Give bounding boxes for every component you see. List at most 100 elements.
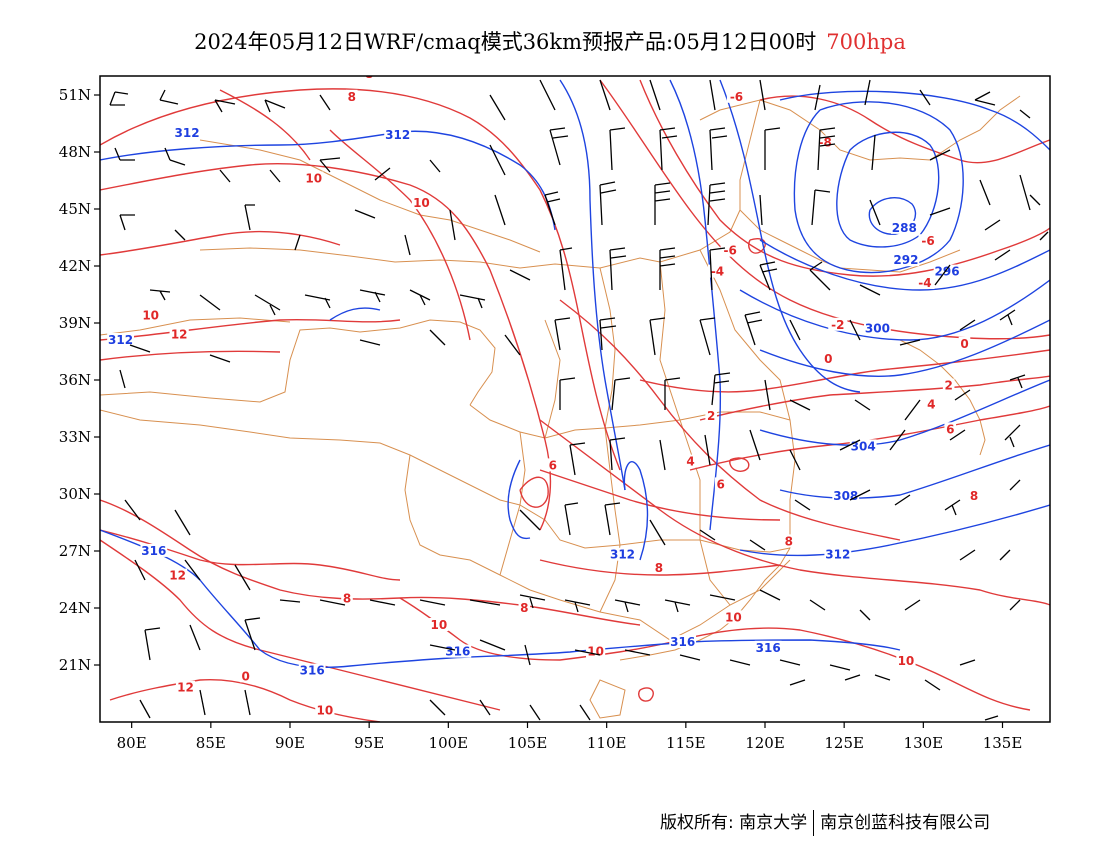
lon-tick-label: 135E — [983, 734, 1023, 752]
temperature-contour-label: 0 — [824, 352, 832, 366]
temperature-contour-label-bg — [714, 477, 727, 491]
temperature-contour-label: 4 — [927, 398, 935, 412]
temperature-contour-label-bg — [345, 89, 358, 103]
temperature-contour-label-bg — [167, 568, 188, 582]
province-borders — [100, 95, 1021, 719]
temperature-contour-label-bg — [585, 644, 606, 658]
lon-tick-label: 100E — [429, 734, 469, 752]
temperature-contour-label: 12 — [169, 569, 186, 583]
height-contour-label: 300 — [865, 322, 890, 336]
temperature-contour-label-bg — [175, 680, 196, 694]
temperature-contour-label: 6 — [946, 422, 954, 436]
height-contour-label-bg — [892, 253, 920, 267]
wind-barbs — [109, 79, 1049, 721]
lon-tick-label: 105E — [508, 734, 548, 752]
height-contour-label: 316 — [300, 664, 325, 678]
map-frame — [99, 75, 1051, 723]
temperature-contour-label: 10 — [305, 172, 322, 186]
height-contour-label: 312 — [610, 548, 635, 562]
height-contour-label-bg — [849, 439, 877, 453]
height-contour-label-bg — [107, 333, 134, 346]
temperature-contour-label-bg — [304, 171, 324, 185]
copyright-owner: 版权所有: 南京大学 — [660, 813, 808, 833]
height-contour-label: 316 — [141, 544, 166, 558]
height-contour-label: 316 — [445, 645, 470, 659]
temperature-contour-label: 8 — [343, 591, 351, 605]
temperature-contour-label-bg — [363, 76, 375, 80]
height-contour-label-bg — [298, 663, 326, 677]
temperature-contour-label-bg — [782, 534, 795, 548]
lat-tick-label: 30N — [59, 485, 91, 503]
height-contour-label: 312 — [385, 128, 410, 142]
temperature-contour-label: 2 — [707, 409, 715, 423]
temperature-contour-label: 10 — [430, 618, 447, 632]
temperature-contour-label-bg — [518, 600, 531, 614]
temperature-contour-label: 8 — [970, 489, 978, 503]
temperature-contour-label: 0 — [241, 669, 249, 683]
lon-tick-label: 115E — [666, 734, 706, 752]
lat-tick-label: 27N — [59, 542, 91, 560]
temperature-contour-label: 2 — [944, 379, 952, 393]
lat-tick-label: 36N — [59, 371, 91, 389]
height-contour-label-bg — [140, 543, 168, 557]
lat-tick-label: 24N — [59, 599, 91, 617]
temperature-contour-label-bg — [918, 234, 938, 248]
temperature-contour-label: -4 — [711, 265, 724, 279]
temperature-contour-label-bg — [169, 327, 189, 341]
lat-tick-label: 21N — [59, 656, 91, 674]
temperature-contour-label-bg — [726, 89, 747, 103]
lat-tick-label: 45N — [59, 200, 91, 218]
temperature-contour-label-bg — [411, 196, 432, 210]
temperature-contour-label: 6 — [716, 477, 724, 491]
height-contour-label: 316 — [756, 641, 781, 655]
height-contour-label: 288 — [892, 221, 917, 235]
temperature-contour-label-bg — [942, 378, 955, 392]
temperature-contour-label: 10 — [316, 704, 333, 718]
temperature-contour-label-bg — [968, 488, 980, 502]
temperature-contour-label: 12 — [171, 327, 188, 341]
temperature-contour-label: -2 — [831, 318, 844, 332]
height-contour-label: 292 — [893, 253, 918, 267]
temperature-contour-label: 12 — [177, 681, 194, 695]
temperature-contour-label-bg — [822, 352, 835, 365]
map-axes: 51N 48N 45N 42N 39N 36N 33N 30N 27N 24N 21N 80E 85E 9… — [59, 86, 1023, 752]
temperature-contour-label-bg — [684, 454, 697, 468]
height-contour-label-bg — [384, 127, 412, 141]
lon-tick-label: 95E — [354, 734, 384, 752]
height-contour-label-bg — [933, 264, 961, 278]
temperature-contour-label: 0 — [960, 337, 968, 351]
lat-tick-label: 33N — [59, 428, 91, 446]
temperature-contour-label: -6 — [921, 234, 934, 248]
temperature-contour-label-bg — [925, 397, 938, 411]
temperature-contour-label-bg — [547, 458, 559, 472]
temperature-contour-label: 10 — [142, 308, 159, 322]
title-main: 2024年05月12日WRF/cmaq模式36km预报产品:05月12日00时 — [194, 30, 817, 54]
title-pressure-level: 700hpa — [826, 30, 906, 54]
temperature-contour-label-bg — [653, 561, 665, 574]
temperature-contour-label-bg — [341, 591, 353, 605]
lat-tick-label: 51N — [59, 86, 91, 104]
map-title: 2024年05月12日WRF/cmaq模式36km预报产品:05月12日00时 7… — [0, 26, 1100, 56]
temperature-contour-label-bg — [944, 422, 957, 436]
height-contour-label: 308 — [833, 489, 858, 503]
temperature-contour-label-bg — [958, 336, 971, 350]
height-contour-label-bg — [824, 547, 852, 561]
temperature-contour-label: -6 — [730, 90, 743, 104]
height-contour-label-bg — [890, 220, 918, 234]
temperature-contour-label: 6 — [549, 458, 557, 472]
temperature-contour-label-bg — [429, 618, 449, 631]
temperature-contour-label: -4 — [918, 276, 931, 290]
lon-tick-label: 85E — [196, 734, 226, 752]
temperature-contour-label: 10 — [587, 645, 604, 659]
height-contour-label-bg — [669, 635, 697, 649]
temperature-contour-label: 8 — [785, 534, 793, 548]
lat-tick-label: 42N — [59, 257, 91, 275]
height-contour-label: 312 — [108, 333, 133, 347]
height-contour-label-bg — [754, 640, 782, 654]
temperature-contour-label-bg — [315, 703, 335, 717]
height-contour-label-bg — [444, 644, 472, 658]
temperature-contour-label: 10 — [413, 196, 430, 210]
map-plot-background — [100, 76, 1050, 722]
height-contour-label: 296 — [935, 265, 960, 279]
